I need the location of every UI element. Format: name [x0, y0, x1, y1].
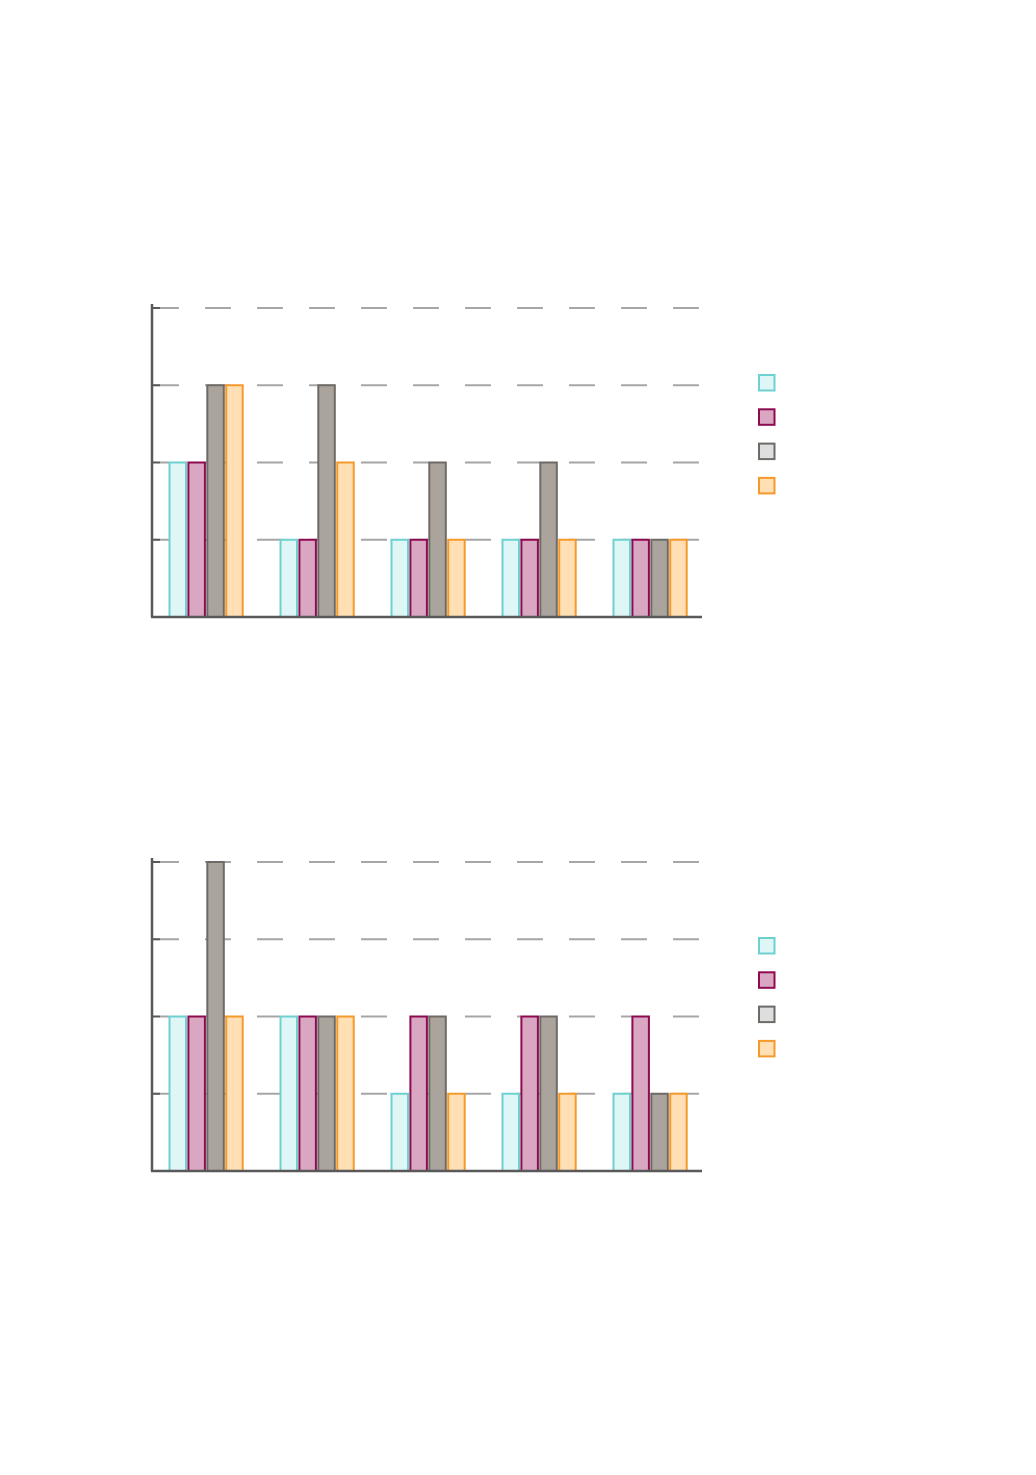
bar-s1-g2 — [279, 538, 298, 618]
bar-s2-g5 — [631, 1015, 650, 1172]
legend-swatch-1 — [758, 937, 776, 955]
bar-s3-g5 — [650, 538, 669, 618]
bar-s2-g4 — [520, 538, 539, 618]
bar-s1-g1 — [168, 1015, 187, 1172]
bar-s2-g2 — [298, 1015, 317, 1172]
bar-s4-g2 — [336, 461, 355, 618]
bar-s4-g1 — [225, 1015, 244, 1172]
legend-swatch-3 — [758, 1005, 776, 1024]
legend — [758, 374, 776, 495]
legend-swatch-2 — [758, 408, 776, 426]
bar-s4-g2 — [336, 1015, 355, 1172]
bar-s3-g3 — [428, 1015, 447, 1172]
chart-top — [150, 304, 776, 619]
bar-s4-g4 — [558, 1092, 577, 1172]
legend — [758, 937, 776, 1058]
bar-s1-g4 — [501, 1092, 520, 1172]
bar-s4-g5 — [669, 1092, 688, 1172]
bar-s1-g3 — [390, 538, 409, 618]
bar-s1-g5 — [612, 1092, 631, 1172]
bar-s1-g3 — [390, 1092, 409, 1172]
bar-s3-g1 — [206, 861, 225, 1172]
bar-s4-g4 — [558, 538, 577, 618]
bar-s4-g5 — [669, 538, 688, 618]
bar-s2-g4 — [520, 1015, 539, 1172]
bar-s2-g3 — [409, 1015, 428, 1172]
chart-bottom — [150, 858, 776, 1173]
bar-s2-g1 — [187, 1015, 206, 1172]
bar-s1-g1 — [168, 461, 187, 618]
bar-s2-g5 — [631, 538, 650, 618]
bar-s3-g4 — [539, 461, 558, 618]
bar-s4-g3 — [447, 1092, 466, 1172]
bar-s2-g2 — [298, 538, 317, 618]
bar-s1-g2 — [279, 1015, 298, 1172]
legend-swatch-4 — [758, 476, 776, 495]
bar-s3-g2 — [317, 1015, 336, 1172]
bar-s1-g5 — [612, 538, 631, 618]
bar-s4-g3 — [447, 538, 466, 618]
legend-swatch-2 — [758, 971, 776, 989]
legend-swatch-1 — [758, 374, 776, 392]
bar-s3-g4 — [539, 1015, 558, 1172]
bar-s1-g4 — [501, 538, 520, 618]
bar-s3-g1 — [206, 384, 225, 618]
legend-swatch-3 — [758, 442, 776, 461]
bar-s3-g3 — [428, 461, 447, 618]
bar-s3-g2 — [317, 384, 336, 618]
bar-s2-g3 — [409, 538, 428, 618]
bar-s2-g1 — [187, 461, 206, 618]
legend-swatch-4 — [758, 1039, 776, 1058]
bar-s3-g5 — [650, 1092, 669, 1172]
bar-s4-g1 — [225, 384, 244, 618]
